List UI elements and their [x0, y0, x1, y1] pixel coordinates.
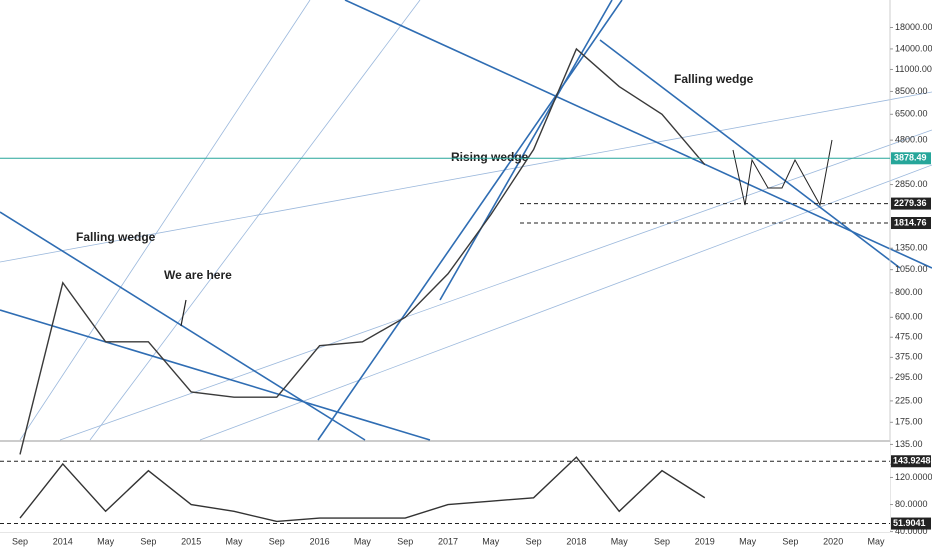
y-tick-label: 295.00	[895, 372, 923, 382]
y-tick-label: 6500.00	[895, 109, 928, 119]
y-tick-label: 8500.00	[895, 86, 928, 96]
x-tick-label: Sep	[782, 536, 798, 546]
price-tag	[891, 217, 931, 230]
x-tick-label: May	[867, 536, 885, 546]
y2-tick-label: 120.0000	[895, 472, 932, 482]
y-tick-label: 1350.00	[895, 243, 928, 253]
x-tick-label: Sep	[140, 536, 156, 546]
annotation: Falling wedge	[674, 72, 754, 86]
indicator-tag-label: 51.9041	[893, 518, 926, 528]
y2-tick-label: 80.0000	[895, 499, 928, 509]
price-tag	[891, 152, 931, 165]
y-tick-label: 375.00	[895, 352, 923, 362]
y-tick-label: 175.00	[895, 417, 923, 427]
price-tag-label: 2279.36	[894, 198, 927, 208]
y-tick-label: 4800.00	[895, 135, 928, 145]
indicator-tag	[891, 455, 931, 468]
x-tick-label: Sep	[526, 536, 542, 546]
projection-path	[732, 139, 833, 207]
y-tick-label: 11000.00	[895, 64, 932, 74]
x-tick-label: Sep	[654, 536, 670, 546]
annotation: Falling wedge	[76, 230, 156, 244]
x-tick-label: 2014	[53, 536, 73, 546]
x-tick-label: May	[611, 536, 629, 546]
y-tick-label: 800.00	[895, 287, 923, 297]
x-tick-label: May	[482, 536, 500, 546]
y-tick-label: 225.00	[895, 395, 923, 405]
x-tick-label: May	[97, 536, 115, 546]
x-tick-label: 2020	[823, 536, 843, 546]
indicator-pane	[0, 442, 890, 532]
indicator-tag	[891, 517, 931, 530]
x-tick-label: May	[739, 536, 757, 546]
series-line	[19, 47, 706, 455]
x-tick-label: May	[354, 536, 372, 546]
x-tick-label: Sep	[269, 536, 285, 546]
y2-tick-label: 40.0000	[895, 526, 928, 536]
y-tick-label: 475.00	[895, 332, 923, 342]
x-tick-label: 2015	[181, 536, 201, 546]
x-tick-label: 2016	[310, 536, 330, 546]
price-tag	[891, 197, 931, 210]
x-tick-label: May	[225, 536, 243, 546]
price-tag-label: 3878.49	[894, 153, 927, 163]
x-tick-label: Sep	[12, 536, 28, 546]
x-tick-label: 2019	[695, 536, 715, 546]
annotation: We are here	[164, 268, 232, 282]
y-tick-label: 14000.00	[895, 43, 932, 53]
x-tick-label: 2018	[566, 536, 586, 546]
y-tick-label: 600.00	[895, 312, 923, 322]
series-line	[19, 456, 706, 523]
y-tick-label: 135.00	[895, 439, 923, 449]
annotation: Rising wedge	[451, 150, 529, 164]
x-tick-label: 2017	[438, 536, 458, 546]
y-tick-label: 1050.00	[895, 264, 928, 274]
y-tick-label: 2850.00	[895, 179, 928, 189]
y-tick-label: 18000.00	[895, 22, 932, 32]
indicator-tag-label: 143.9248	[893, 456, 931, 466]
arrow	[180, 299, 187, 327]
x-tick-label: Sep	[397, 536, 413, 546]
trend-lines	[0, 0, 932, 441]
price-tag-label: 1814.76	[894, 217, 927, 227]
